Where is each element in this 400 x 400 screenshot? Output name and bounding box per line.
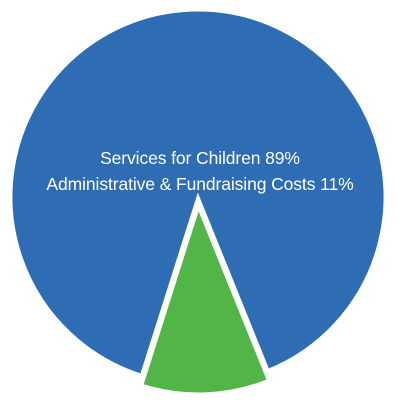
pie-slice-admin bbox=[139, 202, 271, 396]
slice-label-services-percent: 89% bbox=[265, 148, 300, 168]
slice-label-services-name: Services for Children bbox=[100, 148, 261, 168]
slice-label-admin-name: Administrative & Fundraising Costs bbox=[46, 174, 316, 194]
slice-label-admin: Administrative & Fundraising Costs 11% bbox=[0, 174, 400, 195]
pie-slices bbox=[9, 8, 387, 396]
slice-label-services: Services for Children 89% bbox=[0, 148, 400, 169]
pie-slice-services bbox=[9, 8, 387, 378]
slice-label-admin-percent: 11% bbox=[320, 174, 354, 194]
